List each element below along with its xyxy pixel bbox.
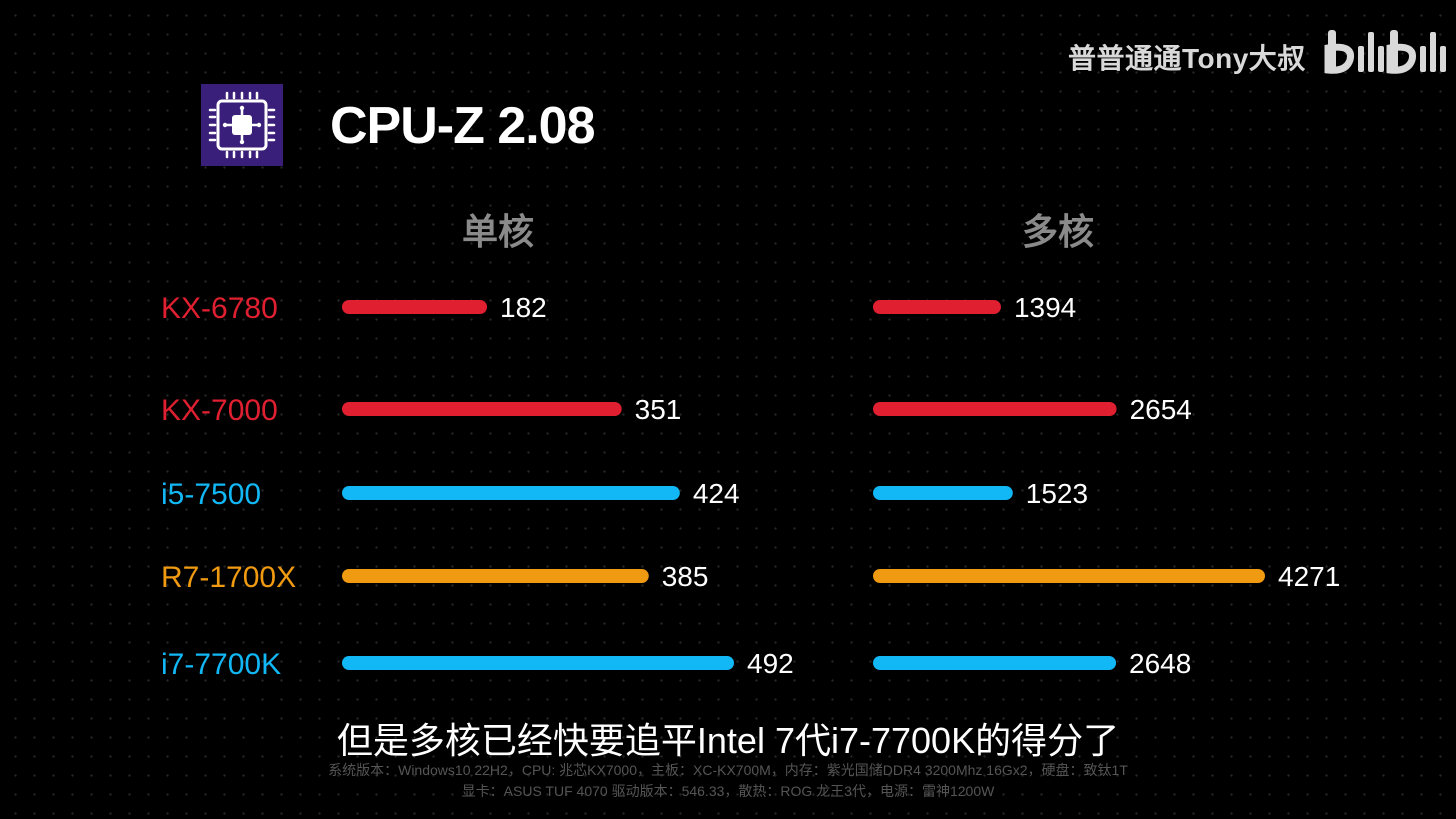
watermark-author: 普普通通Tony大叔 (1068, 43, 1306, 74)
value-label-single-core-i5-7500: 424 (693, 478, 740, 509)
column-header-single-core: 单核 (462, 211, 535, 252)
cpu-z-icon (201, 84, 283, 166)
value-label-multi-core-i5-7500: 1523 (1026, 478, 1088, 509)
bilibili-logo-icon (1324, 30, 1446, 74)
page-title: CPU-Z 2.08 (330, 97, 596, 155)
value-label-single-core-i7-7700k: 492 (747, 648, 794, 679)
category-label-kx-6780: KX-6780 (161, 292, 278, 325)
category-label-kx-7000: KX-7000 (161, 394, 278, 427)
value-label-single-core-kx-6780: 182 (500, 292, 547, 323)
watermark: 普普通通Tony大叔 (1068, 22, 1448, 82)
caption-subtitle: 但是多核已经快要追平Intel 7代i7-7700K的得分了 (336, 720, 1120, 761)
column-header-multi-core: 多核 (1022, 211, 1095, 252)
value-label-multi-core-r7-1700x: 4271 (1278, 561, 1340, 592)
value-label-single-core-r7-1700x: 385 (662, 561, 709, 592)
chip-icon (208, 91, 276, 159)
category-label-i5-7500: i5-7500 (161, 478, 261, 511)
value-label-multi-core-kx-6780: 1394 (1014, 292, 1076, 323)
category-label-r7-1700x: R7-1700X (161, 561, 296, 594)
system-specs-line-2: 显卡：ASUS TUF 4070 驱动版本：546.33，散热：ROG 龙王3代… (461, 783, 995, 799)
value-label-multi-core-i7-7700k: 2648 (1129, 648, 1191, 679)
value-label-single-core-kx-7000: 351 (635, 394, 682, 425)
value-label-multi-core-kx-7000: 2654 (1130, 394, 1192, 425)
system-specs-line-1: 系统版本：Windows10 22H2，CPU: 兆芯KX7000，主板：XC-… (328, 762, 1128, 778)
category-label-i7-7700k: i7-7700K (161, 648, 281, 681)
